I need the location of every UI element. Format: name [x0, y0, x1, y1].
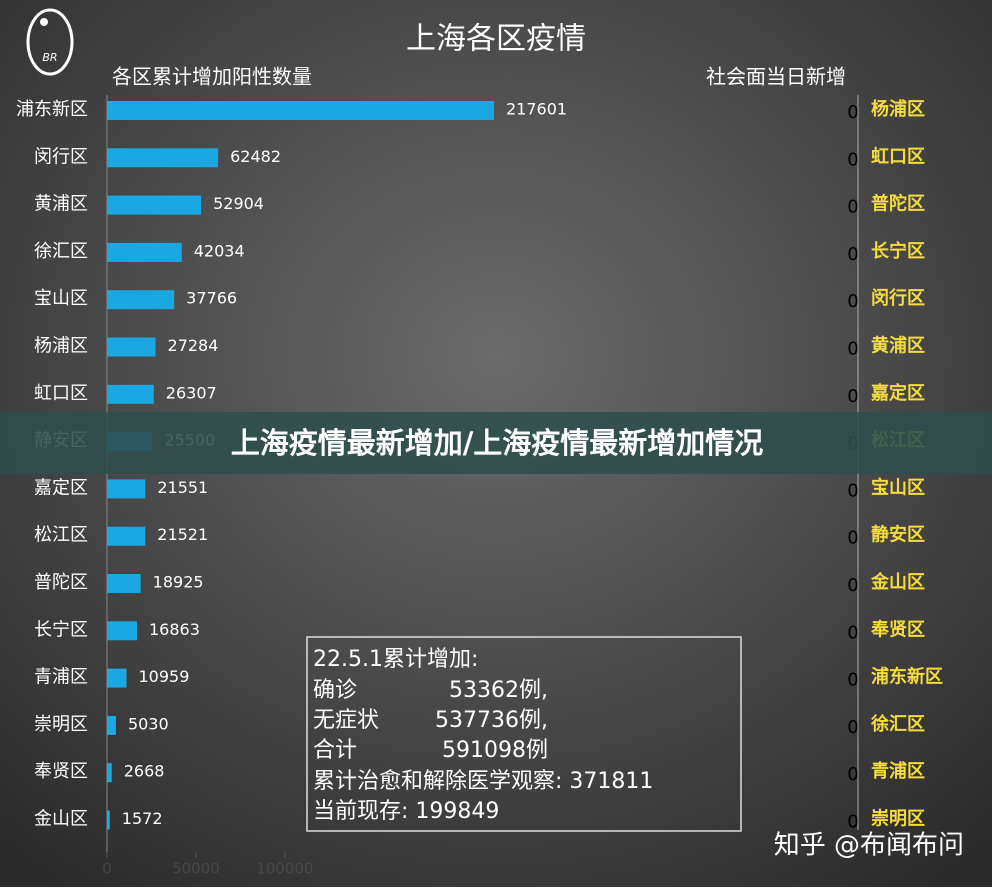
right-value: 0: [847, 717, 858, 738]
right-category: 青浦区: [871, 760, 925, 782]
bar: [107, 337, 156, 357]
right-category: 嘉定区: [870, 382, 925, 404]
bar: [107, 290, 175, 310]
value-label: 21521: [157, 525, 208, 544]
bar: [107, 384, 154, 404]
x-tick-label: 50000: [172, 860, 220, 878]
y-tick-label: 奉贤区: [34, 761, 88, 782]
right-category: 闵行区: [871, 287, 925, 309]
bar: [107, 763, 112, 783]
y-tick-label: 松江区: [34, 525, 88, 546]
right-category: 杨浦区: [871, 98, 925, 120]
summary-value: 537736例,: [435, 708, 548, 733]
value-label: 62482: [230, 147, 281, 166]
bar: [107, 668, 127, 688]
summary-label: 无症状: [313, 708, 379, 733]
right-category: 黄浦区: [871, 335, 925, 357]
bar: [107, 148, 219, 168]
bar: [107, 195, 202, 215]
bar: [107, 621, 137, 641]
right-category: 金山区: [870, 571, 925, 593]
bar: [107, 242, 182, 262]
y-tick-label: 杨浦区: [34, 336, 88, 357]
bar: [107, 526, 146, 546]
right-value: 0: [847, 291, 858, 312]
y-tick-label: 闵行区: [34, 146, 88, 167]
value-label: 27284: [168, 336, 219, 355]
y-tick-label: 宝山区: [34, 288, 88, 309]
banner: 上海疫情最新增加/上海疫情最新增加情况: [231, 426, 764, 460]
y-tick-label: 青浦区: [34, 667, 88, 688]
right-value: 0: [847, 812, 858, 833]
value-label: 16863: [149, 620, 200, 639]
right-value: 0: [847, 149, 858, 170]
bar: [107, 101, 495, 120]
value-label: 1572: [122, 809, 163, 828]
bar: [107, 479, 146, 499]
value-label: 2668: [124, 762, 165, 781]
bar: [107, 574, 141, 593]
value-label: 52904: [213, 194, 264, 213]
banner-bg: [0, 412, 992, 474]
right-value: 0: [847, 528, 858, 549]
x-tick-label: 100000: [256, 860, 313, 878]
value-label: 42034: [194, 241, 245, 260]
summary-line: 累计治愈和解除医学观察: 371811: [313, 769, 653, 794]
bar: [107, 810, 110, 830]
right-category: 浦东新区: [871, 666, 943, 688]
summary-box: [306, 636, 742, 832]
value-label: 10959: [138, 667, 189, 686]
watermark: 知乎 @布闻布问: [774, 831, 964, 861]
right-category: 徐汇区: [870, 713, 925, 735]
right-category: 虹口区: [871, 145, 925, 167]
value-label: 26307: [166, 383, 217, 402]
y-tick-label: 金山区: [34, 809, 88, 830]
right-value: 0: [847, 764, 858, 785]
right-category: 宝山区: [871, 476, 925, 498]
right-category: 奉贤区: [870, 618, 925, 640]
value-label: 21551: [157, 478, 208, 497]
y-tick-label: 嘉定区: [34, 477, 88, 498]
right-value: 0: [847, 244, 858, 265]
y-tick-label: 长宁区: [34, 619, 88, 640]
summary-value: 591098例: [442, 738, 548, 763]
right-category: 普陀区: [871, 193, 925, 215]
summary-value: 53362例,: [449, 678, 548, 703]
y-tick-label: 徐汇区: [34, 241, 88, 262]
summary-label: 合计: [313, 738, 357, 763]
right-category: 长宁区: [871, 240, 925, 262]
y-tick-label: 崇明区: [34, 714, 88, 735]
subtitle: 各区累计增加阳性数量: [112, 65, 312, 89]
right-value: 0: [847, 197, 858, 218]
logo-text: BR: [42, 51, 57, 64]
right-value: 0: [847, 670, 858, 691]
y-tick-label: 普陀区: [34, 572, 88, 593]
value-label: 37766: [186, 289, 237, 308]
chart-title: 上海各区疫情: [406, 22, 586, 57]
x-tick-label: 0: [102, 860, 112, 878]
right-value: 0: [847, 575, 858, 596]
right-category: 崇明区: [871, 808, 925, 830]
right-value: 0: [847, 622, 858, 643]
right-value: 0: [847, 339, 858, 360]
summary: 22.5.1累计增加: 确诊 53362例, 无症状 537736例, 合计 5…: [313, 647, 653, 824]
right-panel-title: 社会面当日新增: [706, 65, 846, 89]
summary-line: 当前现存: 199849: [313, 799, 499, 824]
value-label: 5030: [128, 714, 169, 733]
value-label: 217601: [506, 100, 567, 119]
y-tick-label: 黄浦区: [34, 194, 88, 215]
right-value: 0: [847, 480, 858, 501]
right-value: 0: [847, 386, 858, 407]
bar: [107, 715, 116, 735]
right-category: 静安区: [871, 524, 925, 546]
summary-label: 确诊: [313, 678, 357, 703]
right-value: 0: [847, 102, 858, 123]
y-tick-label: 虹口区: [34, 383, 88, 404]
value-label: 18925: [153, 573, 204, 592]
logo: BR: [26, 8, 74, 76]
y-tick-label: 浦东新区: [16, 99, 88, 120]
summary-heading: 22.5.1累计增加:: [313, 647, 478, 672]
